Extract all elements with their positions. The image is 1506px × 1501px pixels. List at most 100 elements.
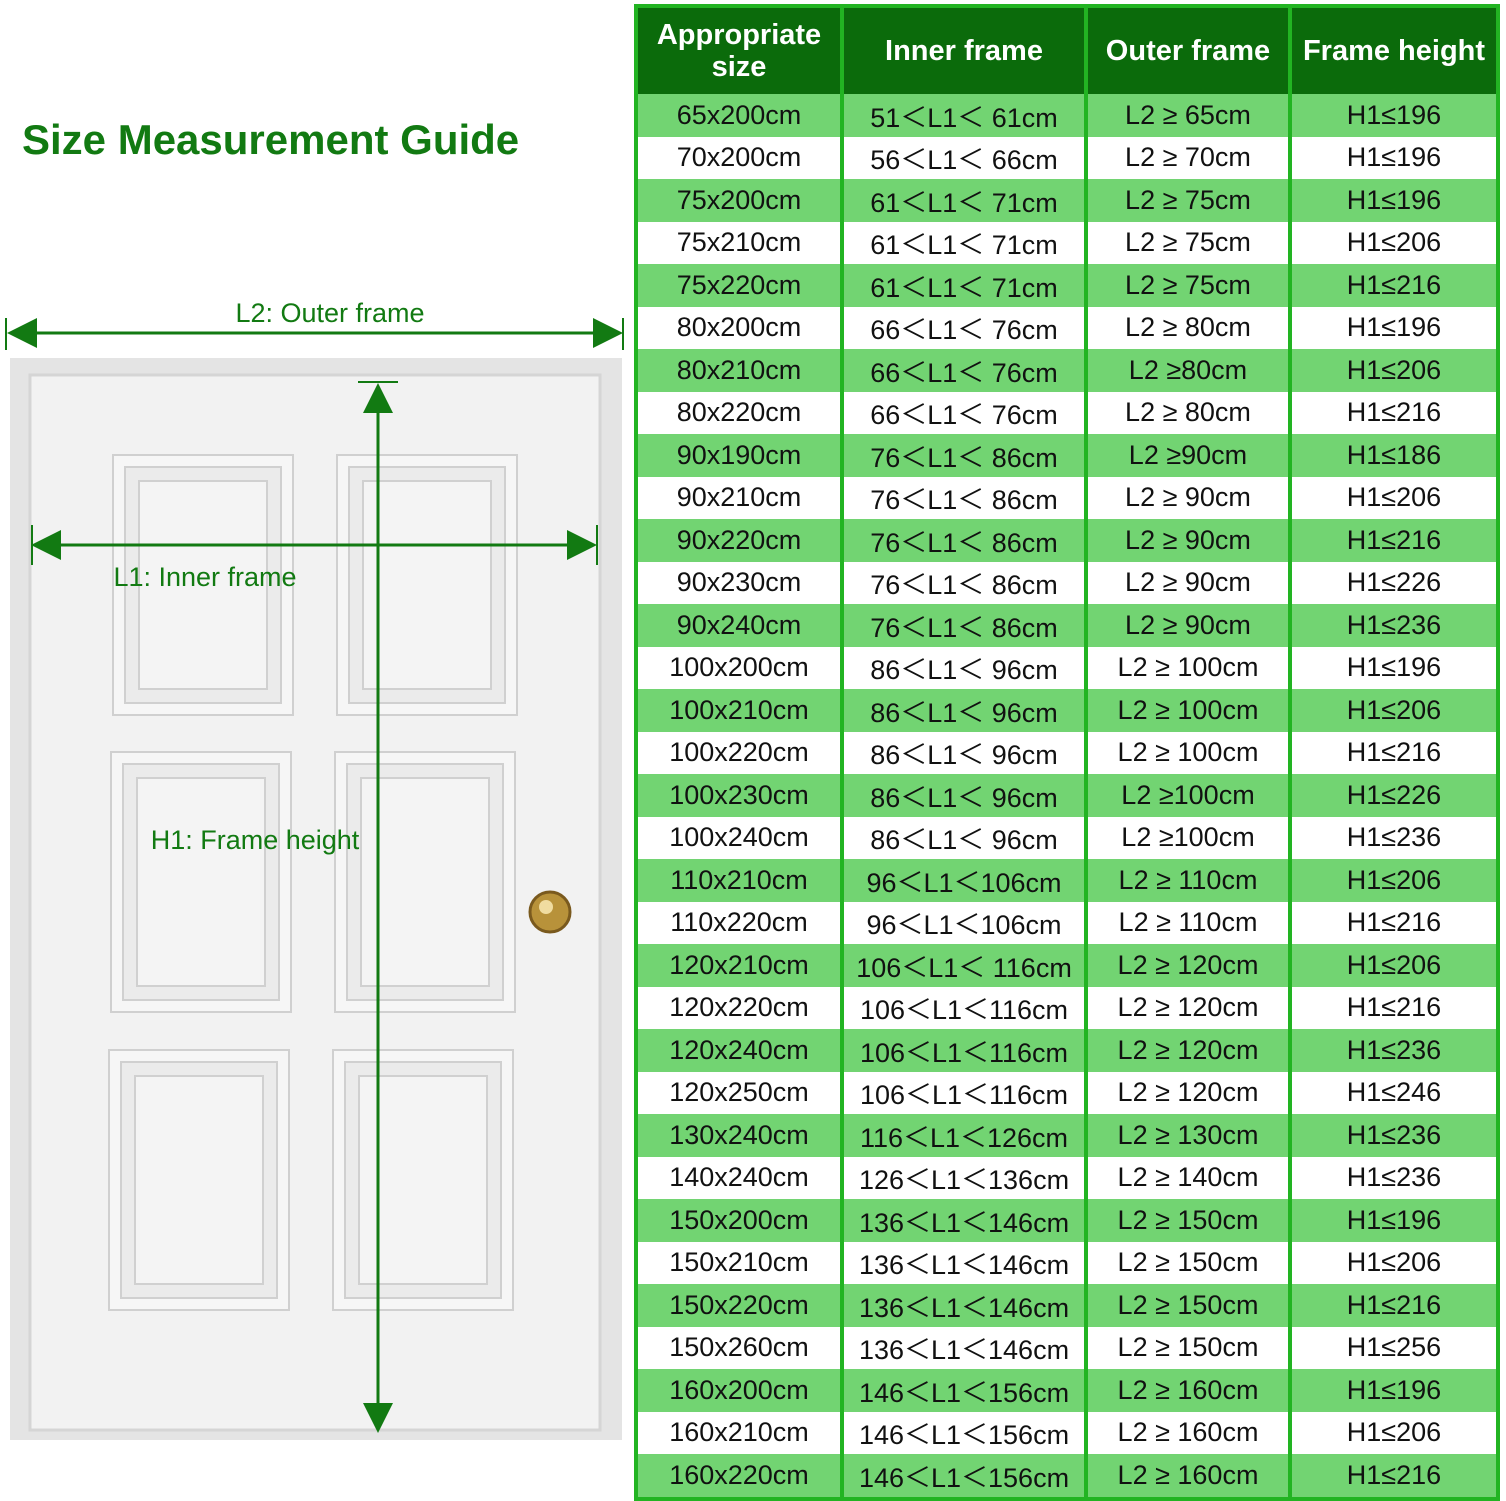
table-cell: 106＜L1＜ 116cm <box>842 944 1088 987</box>
table-cell: H1≤196 <box>1290 646 1498 689</box>
table-cell: L2 ≥ 90cm <box>1086 561 1292 604</box>
table-cell: 146＜L1＜156cm <box>842 1411 1088 1454</box>
table-row: 90x190cm 76＜L1＜ 86cm L2 ≥90cm H1≤186 <box>636 434 1498 477</box>
table-cell: 160x220cm <box>636 1454 844 1499</box>
door-panel <box>362 480 492 690</box>
table-cell: H1≤226 <box>1290 774 1498 817</box>
table-cell: 150x210cm <box>636 1241 844 1284</box>
table-cell: 80x200cm <box>636 306 844 349</box>
table-row: 120x240cm 106＜L1＜116cm L2 ≥ 120cm H1≤236 <box>636 1029 1498 1072</box>
table-row: 80x210cm 66＜L1＜ 76cm L2 ≥80cm H1≤206 <box>636 349 1498 392</box>
table-row: 100x220cm 86＜L1＜ 96cm L2 ≥ 100cm H1≤216 <box>636 731 1498 774</box>
table-cell: 150x220cm <box>636 1284 844 1327</box>
door-panel <box>134 1075 264 1285</box>
table-cell: H1≤246 <box>1290 1071 1498 1114</box>
table-cell: L2 ≥ 80cm <box>1086 391 1292 434</box>
table-cell: L2 ≥ 160cm <box>1086 1411 1292 1454</box>
table-row: 100x210cm 86＜L1＜ 96cm L2 ≥ 100cm H1≤206 <box>636 689 1498 732</box>
table-cell: 140x240cm <box>636 1156 844 1199</box>
table-row: 80x220cm 66＜L1＜ 76cm L2 ≥ 80cm H1≤216 <box>636 391 1498 434</box>
table-cell: 160x210cm <box>636 1411 844 1454</box>
table-cell: 136＜L1＜146cm <box>842 1241 1088 1284</box>
table-cell: 136＜L1＜146cm <box>842 1326 1088 1369</box>
column-header: Inner frame <box>842 6 1088 94</box>
table-cell: L2 ≥ 90cm <box>1086 476 1292 519</box>
table-cell: H1≤196 <box>1290 306 1498 349</box>
table-cell: L2 ≥100cm <box>1086 816 1292 859</box>
table-cell: 120x210cm <box>636 944 844 987</box>
table-cell: L2 ≥ 75cm <box>1086 221 1292 264</box>
table-row: 160x200cm 146＜L1＜156cm L2 ≥ 160cm H1≤196 <box>636 1369 1498 1412</box>
table-cell: 110x220cm <box>636 901 844 944</box>
table-cell: H1≤216 <box>1290 519 1498 562</box>
table-cell: H1≤196 <box>1290 136 1498 179</box>
table-cell: L2 ≥ 160cm <box>1086 1369 1292 1412</box>
table-cell: 76＜L1＜ 86cm <box>842 604 1088 647</box>
table-row: 100x230cm 86＜L1＜ 96cm L2 ≥100cm H1≤226 <box>636 774 1498 817</box>
table-cell: 70x200cm <box>636 136 844 179</box>
table-header: Appropriate size Inner frame Outer frame Fr… <box>636 6 1498 94</box>
table-row: 130x240cm 116＜L1＜126cm L2 ≥ 130cm H1≤236 <box>636 1114 1498 1157</box>
table-row: 75x220cm 61＜L1＜ 71cm L2 ≥ 75cm H1≤216 <box>636 264 1498 307</box>
table-cell: 61＜L1＜ 71cm <box>842 221 1088 264</box>
table-cell: L2 ≥ 90cm <box>1086 604 1292 647</box>
table-cell: L2 ≥ 150cm <box>1086 1326 1292 1369</box>
table-cell: 76＜L1＜ 86cm <box>842 476 1088 519</box>
table-cell: H1≤216 <box>1290 731 1498 774</box>
table-cell: 76＜L1＜ 86cm <box>842 434 1088 477</box>
table-cell: 90x190cm <box>636 434 844 477</box>
table-cell: L2 ≥ 120cm <box>1086 986 1292 1029</box>
table-row: 65x200cm 51＜L1＜ 61cm L2 ≥ 65cm H1≤196 <box>636 94 1498 137</box>
table-row: 90x220cm 76＜L1＜ 86cm L2 ≥ 90cm H1≤216 <box>636 519 1498 562</box>
table-cell: 160x200cm <box>636 1369 844 1412</box>
table-row: 140x240cm 126＜L1＜136cm L2 ≥ 140cm H1≤236 <box>636 1156 1498 1199</box>
table-cell: H1≤216 <box>1290 1454 1498 1499</box>
table-cell: H1≤206 <box>1290 944 1498 987</box>
inner-frame-label: L1: Inner frame <box>113 562 296 592</box>
table-cell: L2 ≥ 150cm <box>1086 1284 1292 1327</box>
door-diagram: L2: Outer frame L1: Inner frame H1: Fram… <box>5 298 624 1440</box>
table-cell: 116＜L1＜126cm <box>842 1114 1088 1157</box>
table-cell: 146＜L1＜156cm <box>842 1369 1088 1412</box>
table-cell: 136＜L1＜146cm <box>842 1199 1088 1242</box>
table-row: 90x210cm 76＜L1＜ 86cm L2 ≥ 90cm H1≤206 <box>636 476 1498 519</box>
frame-height-label: H1: Frame height <box>151 825 360 855</box>
table-cell: 106＜L1＜116cm <box>842 1071 1088 1114</box>
table-cell: L2 ≥ 90cm <box>1086 519 1292 562</box>
table-cell: H1≤206 <box>1290 1241 1498 1284</box>
table-cell: L2 ≥ 65cm <box>1086 94 1292 137</box>
table-cell: L2 ≥80cm <box>1086 349 1292 392</box>
table-row: 100x200cm 86＜L1＜ 96cm L2 ≥ 100cm H1≤196 <box>636 646 1498 689</box>
table-cell: 146＜L1＜156cm <box>842 1454 1088 1499</box>
table-row: 150x220cm 136＜L1＜146cm L2 ≥ 150cm H1≤216 <box>636 1284 1498 1327</box>
column-header: Outer frame <box>1086 6 1292 94</box>
column-header: Appropriate size <box>636 6 844 94</box>
table-cell: H1≤256 <box>1290 1326 1498 1369</box>
table-body: 65x200cm 51＜L1＜ 61cm L2 ≥ 65cm H1≤196 70x200… <box>636 94 1498 1499</box>
table-cell: H1≤216 <box>1290 264 1498 307</box>
table-cell: 136＜L1＜146cm <box>842 1284 1088 1327</box>
table-cell: 130x240cm <box>636 1114 844 1157</box>
table-cell: 86＜L1＜ 96cm <box>842 689 1088 732</box>
table-cell: 76＜L1＜ 86cm <box>842 561 1088 604</box>
table-cell: L2 ≥ 120cm <box>1086 1071 1292 1114</box>
table-cell: 120x220cm <box>636 986 844 1029</box>
table-cell: 90x210cm <box>636 476 844 519</box>
table-cell: H1≤216 <box>1290 391 1498 434</box>
table-cell: H1≤206 <box>1290 221 1498 264</box>
table-cell: H1≤236 <box>1290 1114 1498 1157</box>
table-cell: L2 ≥ 70cm <box>1086 136 1292 179</box>
table-row: 150x210cm 136＜L1＜146cm L2 ≥ 150cm H1≤206 <box>636 1241 1498 1284</box>
column-header: Frame height <box>1290 6 1498 94</box>
table-cell: L2 ≥ 150cm <box>1086 1199 1292 1242</box>
table-row: 110x210cm 96＜L1＜106cm L2 ≥ 110cm H1≤206 <box>636 859 1498 902</box>
table-row: 120x250cm 106＜L1＜116cm L2 ≥ 120cm H1≤246 <box>636 1071 1498 1114</box>
table-row: 75x200cm 61＜L1＜ 71cm L2 ≥ 75cm H1≤196 <box>636 179 1498 222</box>
table-row: 120x220cm 106＜L1＜116cm L2 ≥ 120cm H1≤216 <box>636 986 1498 1029</box>
table-cell: 66＜L1＜ 76cm <box>842 306 1088 349</box>
table-cell: L2 ≥ 160cm <box>1086 1454 1292 1499</box>
table-cell: L2 ≥90cm <box>1086 434 1292 477</box>
table-cell: L2 ≥ 75cm <box>1086 264 1292 307</box>
table-cell: L2 ≥ 110cm <box>1086 859 1292 902</box>
table-cell: L2 ≥ 150cm <box>1086 1241 1292 1284</box>
